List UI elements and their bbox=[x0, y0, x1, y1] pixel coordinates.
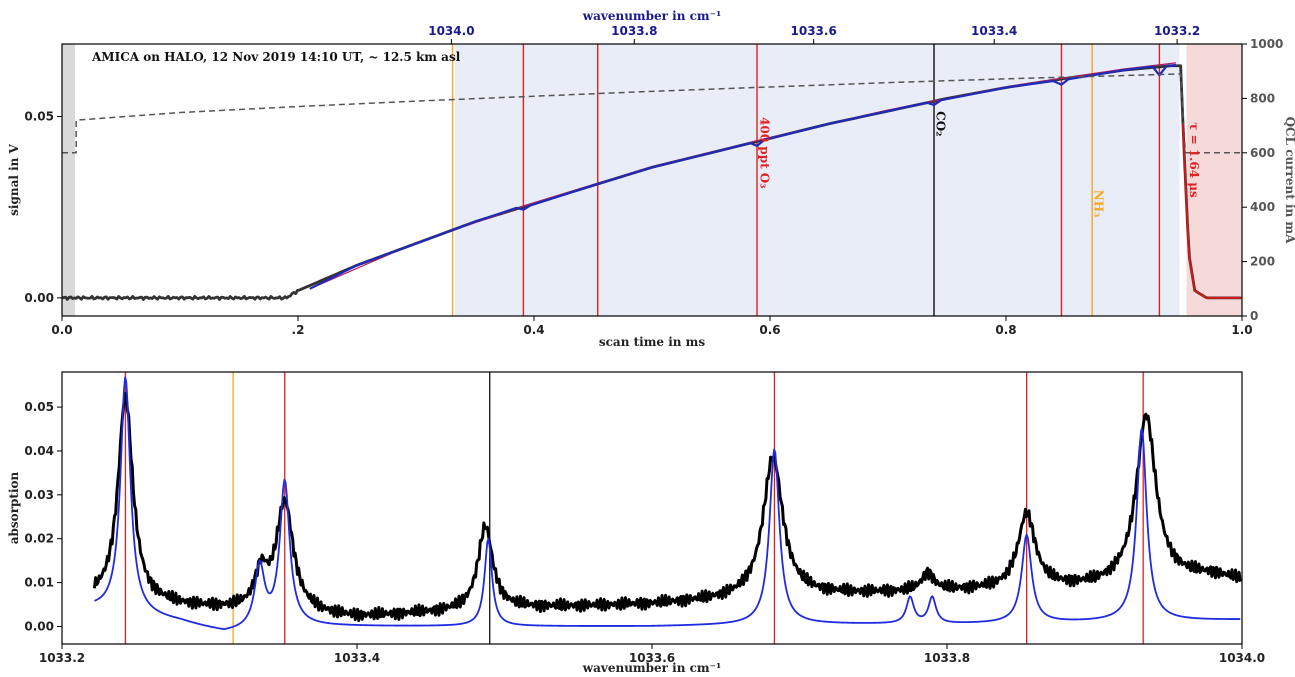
top-x-tick-label-2: 0.4 bbox=[523, 323, 544, 337]
bottom-y-tick-label-0: 0.00 bbox=[24, 619, 54, 633]
top-marker-lines bbox=[451, 44, 1161, 316]
top-y2-tick-label-5: 1000 bbox=[1250, 37, 1283, 51]
top-shaded-regions bbox=[62, 44, 1242, 316]
top-x-tick-label-0: 0.0 bbox=[51, 323, 72, 337]
top-x-tick-label-4: 0.8 bbox=[995, 323, 1016, 337]
bottom-series-fit-absorption bbox=[94, 376, 1241, 631]
top-annotations: 400 ppt O₃ CO₂ NH₃ τ = 1.64 μs bbox=[758, 111, 1202, 217]
bottom-series-measured-absorption bbox=[92, 392, 1242, 623]
bottom-x-axis: 1033.2 1033.4 1033.6 1033.8 1034.0 bbox=[39, 644, 1265, 665]
top-region-0 bbox=[62, 44, 75, 316]
bottom-y-tick-label-3: 0.03 bbox=[24, 488, 54, 502]
top-region-2 bbox=[1186, 44, 1242, 316]
top-x-axis: 0.0 .2 0.4 0.6 0.8 1.0 bbox=[51, 316, 1253, 337]
top-x-tick-label-3: 0.6 bbox=[759, 323, 780, 337]
top-y2-tick-label-2: 400 bbox=[1250, 200, 1275, 214]
top-series-qcl-current bbox=[62, 73, 1242, 154]
top-wavenumber-axis: 1034.0 1033.8 1033.6 1033.4 1033.2 bbox=[428, 24, 1200, 44]
top-y2-tick-label-0: 0 bbox=[1250, 309, 1258, 323]
bottom-series-group bbox=[92, 376, 1242, 631]
top-y2-tick-label-4: 800 bbox=[1250, 91, 1275, 105]
top-wavenumber-tick-label-0: 1034.0 bbox=[428, 24, 474, 38]
top-x-tick-label-5: 1.0 bbox=[1231, 323, 1252, 337]
top-chart-title: AMICA on HALO, 12 Nov 2019 14:10 UT, ~ 1… bbox=[91, 50, 461, 64]
top-wavenumber-tick-label-3: 1033.4 bbox=[971, 24, 1017, 38]
top-plot-frame bbox=[61, 43, 1243, 317]
top-x-axis-label: scan time in ms bbox=[599, 335, 706, 349]
top-y-tick-label-1: 0.05 bbox=[24, 110, 54, 124]
top-y2-tick-label-1: 200 bbox=[1250, 255, 1275, 269]
bottom-x-axis-label: wavenumber in cm⁻¹ bbox=[582, 661, 721, 675]
top-series-group bbox=[61, 62, 1242, 301]
top-series-signal-fit bbox=[309, 63, 1177, 290]
top-annotation-3: τ = 1.64 μs bbox=[1187, 122, 1201, 198]
bottom-x-tick-label-3: 1033.8 bbox=[924, 651, 970, 665]
top-y-tick-label-0: 0.00 bbox=[24, 291, 54, 305]
top-y2-axis: 0 200 400 600 800 1000 bbox=[1242, 37, 1283, 323]
top-y2-axis-label: QCL current in mA bbox=[1283, 117, 1295, 245]
top-series-decay-fit bbox=[1182, 123, 1242, 299]
top-x-tick-label-1: .2 bbox=[292, 323, 305, 337]
top-annotation-0: 400 ppt O₃ bbox=[758, 117, 772, 188]
bottom-x-tick-label-1: 1033.4 bbox=[334, 651, 380, 665]
top-region-1 bbox=[454, 44, 1180, 316]
bottom-y-tick-label-2: 0.02 bbox=[24, 532, 54, 546]
bottom-y-tick-label-4: 0.04 bbox=[24, 444, 54, 458]
top-annotation-1: CO₂ bbox=[933, 111, 947, 136]
top-wavenumber-tick-label-1: 1033.8 bbox=[611, 24, 657, 38]
top-y-axis-label: signal in V bbox=[7, 143, 21, 215]
top-wavenumber-tick-label-2: 1033.6 bbox=[791, 24, 837, 38]
bottom-x-tick-label-0: 1033.2 bbox=[39, 651, 85, 665]
top-annotation-2: NH₃ bbox=[1092, 190, 1106, 218]
top-y-axis: 0.00 0.05 bbox=[24, 110, 62, 305]
bottom-y-axis-label: absorption bbox=[7, 471, 21, 544]
top-secondary-x-label: wavenumber in cm⁻¹ bbox=[582, 9, 721, 23]
bottom-x-tick-label-4: 1034.0 bbox=[1219, 651, 1265, 665]
top-y2-tick-label-3: 600 bbox=[1250, 146, 1275, 160]
bottom-x-tick-label-2: 1033.6 bbox=[629, 651, 675, 665]
bottom-y-tick-label-5: 0.05 bbox=[24, 400, 54, 414]
bottom-panel: 1033.2 1033.4 1033.6 1033.8 1034.0 0.000.010… bbox=[7, 371, 1265, 675]
top-wavenumber-tick-label-4: 1033.2 bbox=[1154, 24, 1200, 38]
bottom-y-tick-label-1: 0.01 bbox=[24, 576, 54, 590]
bottom-y-axis: 0.00 0.01 0.02 0.03 0.04 0.05 bbox=[24, 400, 62, 633]
